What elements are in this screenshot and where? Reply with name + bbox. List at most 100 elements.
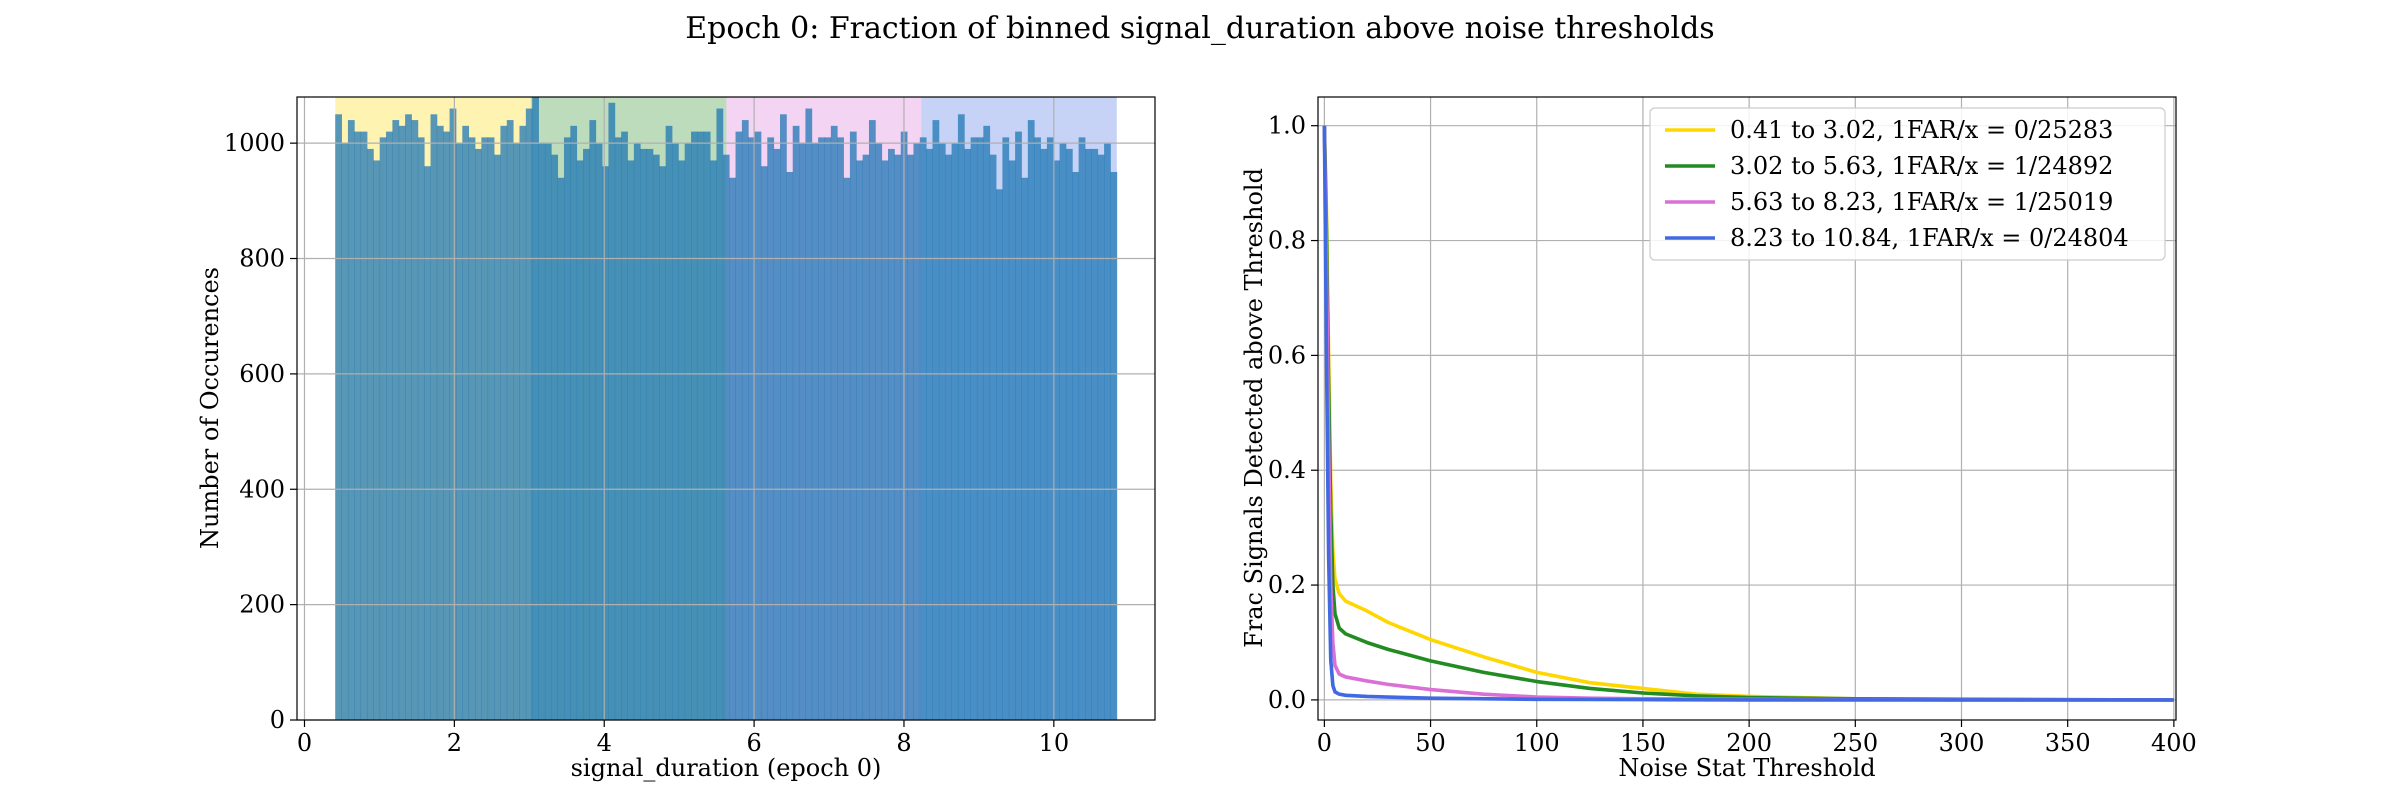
legend: 0.41 to 3.02, 1FAR/x = 0/25283 3.02 to 5.… [1649,107,2166,261]
histogram-bar [538,143,546,721]
histogram-bar [1078,137,1086,720]
histogram-bar [563,137,571,720]
histogram-bar [1072,171,1080,721]
histogram-bar [830,125,838,720]
histogram-x-label: signal_duration (epoch 0) [571,754,882,782]
histogram-bar [659,166,667,720]
line-y-tick-label: 0.6 [1268,341,1306,369]
histogram-bar [652,154,660,720]
histogram-x-tick-label: 4 [597,729,612,757]
histogram-bar [443,131,450,721]
series-line-4 [1322,125,2174,702]
histogram-bar [818,137,825,720]
histogram-bar [335,114,342,721]
histogram-bar [792,125,800,720]
histogram-bar [856,160,864,720]
histogram-bar [627,160,635,720]
histogram-bar [703,131,711,721]
histogram-bar [411,120,419,720]
line-x-tick-label: 0 [1317,729,1332,757]
line-y-label: Frac Signals Detected above Threshold [1240,168,1268,648]
legend-label-2: 3.02 to 5.63, 1FAR/x = 1/24892 [1730,152,2113,180]
histogram-bar [424,166,431,720]
legend-label-3: 5.63 to 8.23, 1FAR/x = 1/25019 [1730,188,2113,216]
histogram-bar [849,131,857,721]
histogram-bar [754,131,762,721]
histogram-bar [430,114,438,721]
histogram-bar [907,154,914,720]
histogram-bar [1085,148,1092,720]
histogram-bar [481,137,489,720]
histogram-bar [544,143,552,721]
histogram-bar [1065,148,1073,720]
histogram-bar [894,154,902,720]
histogram-bar [945,154,952,720]
histogram-bar [741,120,749,720]
histogram-bar [913,143,921,721]
histogram-bar [665,125,673,720]
line-x-tick-label: 50 [1415,729,1446,757]
histogram-bar [595,143,603,721]
line-y-tick-label: 1.0 [1268,112,1306,140]
histogram-chart: 0 2 4 6 8 10 0 200 400 600 800 1000 signal_duration… [196,96,1156,782]
histogram-bar [551,154,559,720]
histogram-bar [621,131,628,721]
histogram-bar [455,143,463,721]
line-y-tick-label: 0.0 [1268,686,1306,714]
histogram-bar [436,125,444,720]
histogram-bar [811,143,819,721]
histogram-bar [932,120,940,720]
histogram-bar [919,137,927,720]
histogram-bar [1034,137,1041,720]
histogram-bar [957,114,965,721]
histogram-bar [398,125,406,720]
histogram-bar [366,148,374,720]
histogram-bar [843,177,851,720]
histogram-x-tick-label: 6 [746,729,761,757]
histogram-bar [938,143,946,721]
histogram-bar [868,120,876,720]
histogram-bar [976,137,984,720]
histogram-bar [1008,160,1016,720]
histogram-y-tick-label: 1000 [224,129,285,157]
histogram-x-tick-label: 0 [297,729,312,757]
line-y-tick-label: 0.2 [1268,571,1306,599]
histogram-bar [614,137,622,720]
histogram-bar [589,120,597,720]
histogram-bar [500,125,508,720]
histogram-bar [678,160,686,720]
line-x-tick-label: 100 [1514,729,1560,757]
histogram-bar [996,189,1003,721]
histogram-bar [583,148,590,720]
line-x-tick-label: 300 [1939,729,1985,757]
histogram-bar [347,120,355,720]
histogram-y-tick-label: 400 [239,475,285,503]
histogram-bar [487,137,495,720]
line-x-tick-label: 350 [2045,729,2091,757]
histogram-bar [735,131,743,721]
histogram-x-tick-label: 8 [896,729,911,757]
histogram-bar [373,160,381,720]
histogram-y-tick-label: 0 [270,706,285,734]
histogram-bar [392,120,400,720]
histogram-bar [379,137,387,720]
histogram-bar [576,160,584,720]
histogram-y-label: Number of Occurences [196,267,224,549]
histogram-bar [780,114,787,721]
histogram-bar [970,137,978,720]
histogram-bar [989,154,997,720]
histogram-bar [716,108,724,720]
line-x-tick-label: 200 [1726,729,1772,757]
histogram-bar [691,131,698,721]
histogram-bar [506,120,514,720]
figure-title: Epoch 0: Fraction of binned signal_durat… [685,11,1714,46]
histogram-y-tick-label: 800 [239,245,285,273]
histogram-bar [710,160,717,720]
histogram-bar [462,125,470,720]
histogram-bar [1059,143,1067,721]
histogram-bar [837,137,844,720]
histogram-bar [1040,148,1048,720]
histogram-bar [748,137,755,720]
legend-box [1649,107,2166,261]
